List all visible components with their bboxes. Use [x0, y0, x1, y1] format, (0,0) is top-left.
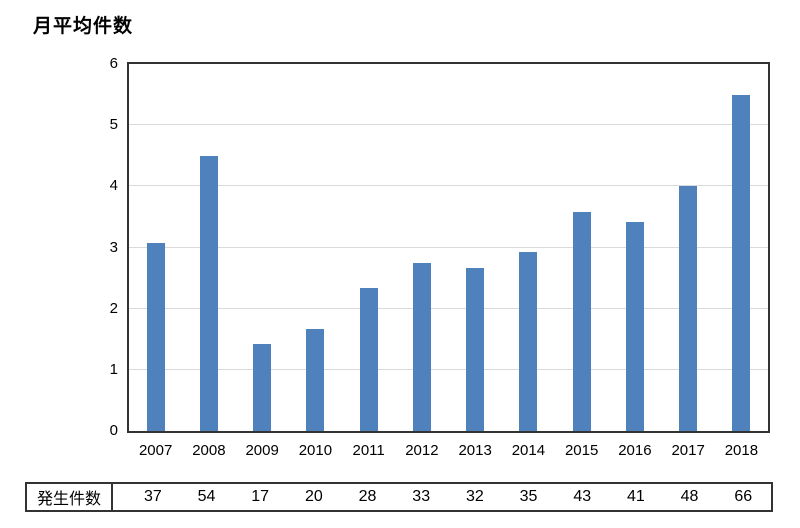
- x-tick-label-2017: 2017: [671, 442, 705, 459]
- bar-2016: [625, 221, 644, 431]
- table-cell-2010: 20: [304, 488, 323, 505]
- gridline-y5: [129, 124, 768, 126]
- table-cell-2007: 37: [143, 488, 162, 505]
- bar-2009: [253, 344, 272, 431]
- table-row-label: 発生件数: [27, 484, 113, 510]
- gridline-y2: [129, 307, 768, 309]
- data-table: 発生件数 37 54 17 20 28 33 32 35 43 41 48 66: [25, 482, 773, 512]
- x-tick-label-2010: 2010: [298, 442, 333, 459]
- y-tick-label-0: 0: [109, 422, 118, 439]
- x-tick-label-2014: 2014: [511, 442, 546, 459]
- y-tick-label-6: 6: [109, 55, 118, 72]
- table-cell-2011: 28: [358, 488, 377, 505]
- table-cell-2008: 54: [197, 488, 216, 505]
- y-tick-label-4: 4: [109, 177, 118, 195]
- table-cell-2018: 66: [734, 488, 753, 505]
- x-tick-label-2016: 2016: [618, 442, 652, 459]
- bar-2007: [146, 242, 165, 431]
- x-tick-label-2009: 2009: [245, 442, 279, 459]
- x-tick-label-2018: 2018: [724, 442, 759, 459]
- table-cell-2009: 17: [251, 488, 270, 505]
- table-cell-2016: 41: [626, 488, 645, 505]
- gridline-y1: [129, 368, 768, 370]
- table-cell-2014: 35: [519, 488, 538, 505]
- table-values-row: 37 54 17 20 28 33 32 35 43 41 48 66: [113, 484, 771, 510]
- table-cell-2013: 32: [465, 488, 484, 505]
- y-tick-label-5: 5: [109, 116, 118, 134]
- bar-2013: [466, 267, 485, 431]
- x-tick-label-2011: 2011: [352, 442, 385, 459]
- bar-2017: [679, 186, 698, 431]
- gridline-y3: [129, 246, 768, 248]
- table-cell-2017: 48: [680, 488, 699, 505]
- bar-2010: [306, 328, 325, 431]
- plot-area: [127, 62, 770, 433]
- bar-2011: [359, 288, 378, 431]
- table-cell-2015: 43: [573, 488, 592, 505]
- bar-2008: [199, 155, 218, 431]
- x-tick-label-2013: 2013: [458, 442, 492, 459]
- y-tick-label-3: 3: [109, 238, 118, 256]
- bar-2012: [412, 262, 431, 431]
- x-tick-label-2012: 2012: [405, 442, 439, 459]
- y-tick-label-2: 2: [109, 299, 118, 317]
- bar-2015: [572, 212, 591, 431]
- bar-2014: [519, 252, 538, 431]
- x-tick-label-2015: 2015: [564, 442, 599, 459]
- gridline-y4: [129, 185, 768, 187]
- y-tick-label-1: 1: [109, 360, 118, 378]
- x-tick-label-2008: 2008: [192, 442, 226, 459]
- x-tick-label-2007: 2007: [138, 442, 173, 459]
- chart-title: 月平均件数: [33, 16, 134, 37]
- bar-2018: [732, 94, 751, 431]
- table-cell-2012: 33: [412, 488, 431, 505]
